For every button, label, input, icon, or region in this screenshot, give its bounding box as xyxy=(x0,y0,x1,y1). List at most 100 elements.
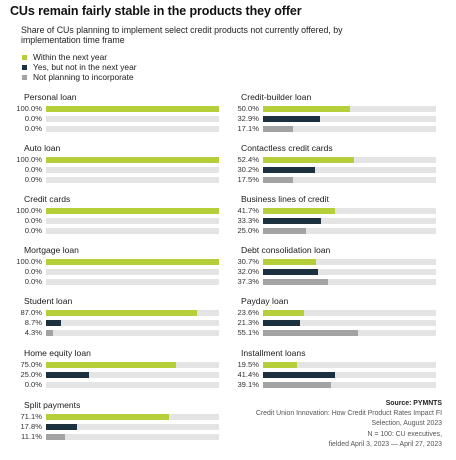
bar-track xyxy=(263,309,436,316)
bar-track xyxy=(263,227,436,234)
bar xyxy=(263,278,328,285)
bar-track xyxy=(263,125,436,132)
bar xyxy=(263,371,335,378)
bar-value-label: 50.0% xyxy=(237,104,259,113)
bar-value-label: 25.0% xyxy=(237,226,259,235)
legend-label-within-year: Within the next year xyxy=(33,52,108,62)
bar-track xyxy=(46,258,219,265)
legend-item-not-next-year: Yes, but not in the next year xyxy=(22,62,137,72)
source-line-2: Selection, August 2023 xyxy=(371,420,443,428)
bar xyxy=(46,258,219,265)
legend: Within the next year Yes, but not in the… xyxy=(22,52,137,82)
legend-label-not-next-year: Yes, but not in the next year xyxy=(33,62,137,72)
bar-value-label: 0.0% xyxy=(24,124,42,133)
bar-track xyxy=(46,207,219,214)
bar-value-label: 41.7% xyxy=(237,206,259,215)
bar xyxy=(263,105,350,112)
bar-value-label: 17.5% xyxy=(237,175,259,184)
bar xyxy=(263,176,294,183)
bar-track xyxy=(46,176,219,183)
bar xyxy=(263,309,304,316)
source-line-4: fielded April 3, 2023 — April 27, 2023 xyxy=(328,440,442,448)
bar-value-label: 75.0% xyxy=(20,360,42,369)
bar-value-label: 0.0% xyxy=(24,175,42,184)
legend-item-within-year: Within the next year xyxy=(22,52,137,62)
bar-value-label: 17.8% xyxy=(20,422,42,431)
bar-value-label: 25.0% xyxy=(20,370,42,379)
bar-value-label: 100.0% xyxy=(16,206,42,215)
bar-track xyxy=(46,319,219,326)
bar-track xyxy=(46,125,219,132)
bar xyxy=(263,361,297,368)
bar xyxy=(263,227,307,234)
bar xyxy=(263,319,300,326)
chart-title: Credit cards xyxy=(24,194,71,204)
bar xyxy=(46,423,77,430)
bar-value-label: 32.0% xyxy=(237,267,259,276)
chart-title: Business lines of credit xyxy=(241,194,329,204)
bar xyxy=(263,156,354,163)
bar-track xyxy=(46,433,219,440)
bar xyxy=(46,371,90,378)
bar-value-label: 0.0% xyxy=(24,165,42,174)
bar-track xyxy=(263,166,436,173)
bar-value-label: 0.0% xyxy=(24,216,42,225)
bar-track xyxy=(46,413,219,420)
legend-label-not-planning: Not planning to incorporate xyxy=(33,72,134,82)
bar-value-label: 0.0% xyxy=(24,380,42,389)
bar-value-label: 55.1% xyxy=(237,328,259,337)
source-line-3: N = 100: CU executives, xyxy=(367,430,443,438)
page-title: CUs remain fairly stable in the products… xyxy=(10,4,302,18)
bar xyxy=(46,329,54,336)
bar-track xyxy=(46,361,219,368)
bar-track xyxy=(263,156,436,163)
bar-track xyxy=(263,361,436,368)
chart-title: Personal loan xyxy=(24,92,77,102)
chart-subtitle: Share of CUs planning to implement selec… xyxy=(21,25,343,45)
bar xyxy=(263,258,317,265)
legend-swatch-within-year xyxy=(22,54,27,60)
bar-track xyxy=(263,278,436,285)
bar-track xyxy=(263,381,436,388)
bar-value-label: 30.2% xyxy=(237,165,259,174)
bar xyxy=(263,125,293,132)
bar-value-label: 33.3% xyxy=(237,216,259,225)
bar-track xyxy=(46,115,219,122)
bar-value-label: 39.1% xyxy=(237,380,259,389)
bar-value-label: 100.0% xyxy=(16,104,42,113)
bar xyxy=(46,309,197,316)
bar-track xyxy=(263,371,436,378)
bar-value-label: 0.0% xyxy=(24,226,42,235)
bar-track xyxy=(263,115,436,122)
bar xyxy=(263,217,321,224)
bar xyxy=(263,329,359,336)
bar-value-label: 17.1% xyxy=(237,124,259,133)
bar-value-label: 0.0% xyxy=(24,277,42,286)
bar-track xyxy=(263,176,436,183)
bar-track xyxy=(46,381,219,388)
bar-value-label: 32.9% xyxy=(237,114,259,123)
bar xyxy=(46,361,176,368)
chart-title: Credit-builder loan xyxy=(241,92,312,102)
source-note: Source: PYMNTS Credit Union Innovation: … xyxy=(222,399,442,450)
bar xyxy=(46,105,219,112)
bar-track xyxy=(263,258,436,265)
bar xyxy=(263,115,320,122)
bar-value-label: 8.7% xyxy=(24,318,42,327)
chart-title: Split payments xyxy=(24,400,81,410)
bar xyxy=(46,207,219,214)
chart-title: Auto loan xyxy=(24,143,61,153)
bar-track xyxy=(46,217,219,224)
bar-value-label: 41.4% xyxy=(237,370,259,379)
bar xyxy=(263,166,316,173)
bar-value-label: 30.7% xyxy=(237,257,259,266)
chart-title: Home equity loan xyxy=(24,348,91,358)
bar-value-label: 4.3% xyxy=(24,328,42,337)
bar-track xyxy=(46,268,219,275)
source-label: Source: PYMNTS xyxy=(385,400,442,407)
bar-track xyxy=(46,329,219,336)
bar-track xyxy=(263,329,436,336)
chart-title: Contactless credit cards xyxy=(241,143,333,153)
bar xyxy=(263,381,331,388)
bar-value-label: 37.3% xyxy=(237,277,259,286)
